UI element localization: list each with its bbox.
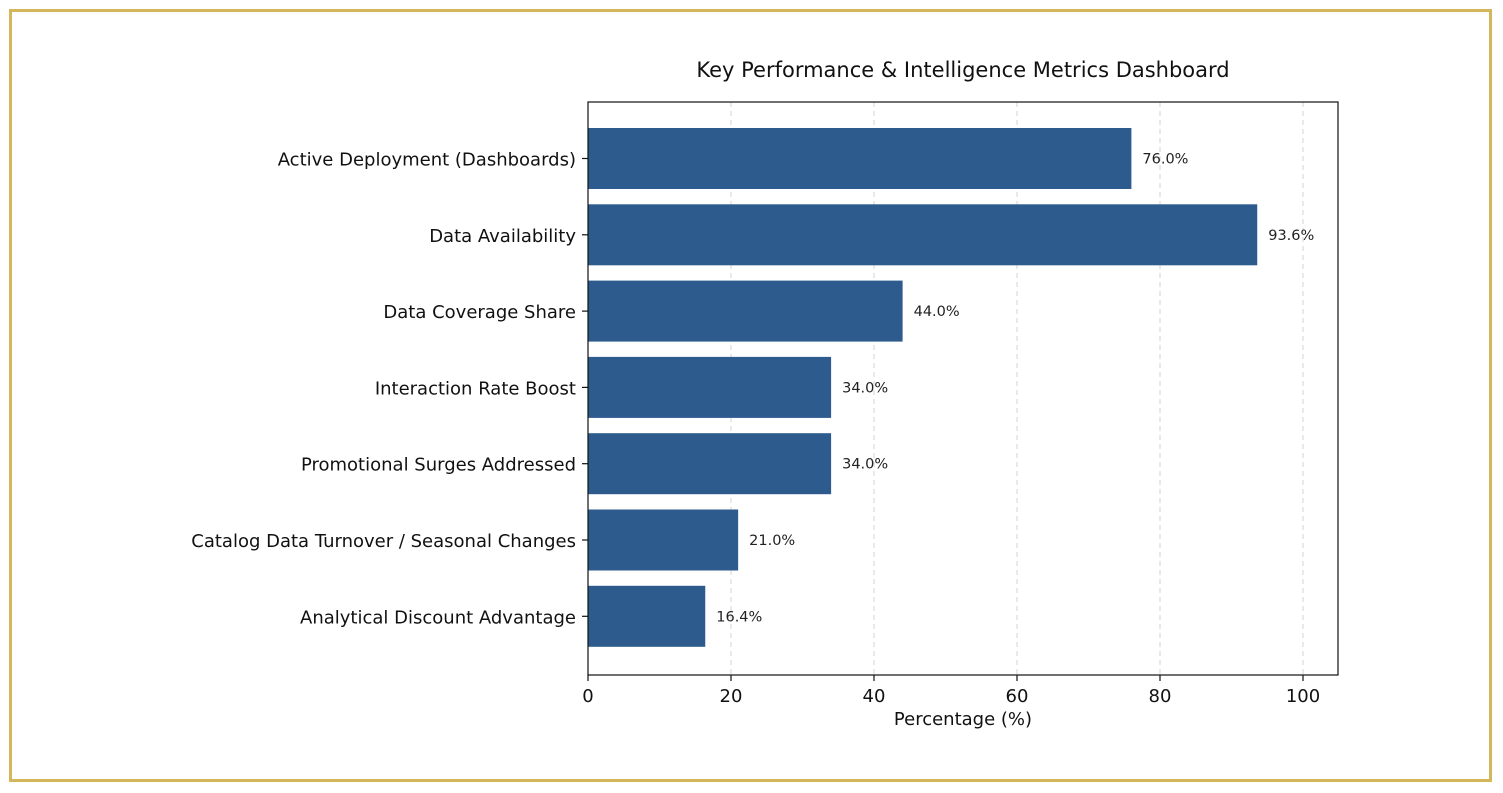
bar [588,356,832,418]
bar [588,585,706,647]
category-label: Data Availability [429,226,576,247]
chart-title: Key Performance & Intelligence Metrics D… [696,58,1229,82]
bar [588,128,1132,189]
x-tick-label: 80 [1149,686,1172,707]
category-label: Active Deployment (Dashboards) [278,150,576,171]
category-labels: Active Deployment (Dashboards) Data Avail… [191,150,588,628]
category-label: Interaction Rate Boost [375,378,576,399]
value-label: 34.0% [842,380,888,396]
x-tick-label: 0 [582,686,593,707]
x-axis-label: Percentage (%) [894,709,1032,730]
bar [588,204,1258,266]
bar [588,433,832,495]
x-tick-label: 100 [1286,686,1320,707]
x-tick-label: 40 [863,686,886,707]
category-label: Data Coverage Share [383,302,576,323]
bars [588,128,1258,647]
value-label: 16.4% [716,609,762,625]
category-label: Promotional Surges Addressed [301,455,576,476]
value-label: 44.0% [914,304,960,320]
grid-lines [730,102,1304,675]
bar [588,509,739,571]
plot-area-border [587,101,1339,676]
data-labels: 76.0% 93.6% 44.0% 34.0% 34.0% 21.0% 16.4% [716,152,1314,626]
category-label: Analytical Discount Advantage [300,607,576,628]
value-label: 93.6% [1268,228,1314,244]
category-label: Catalog Data Turnover / Seasonal Changes [191,531,576,552]
value-label: 21.0% [749,533,795,549]
x-ticks: 0 20 40 60 80 100 [582,675,1320,707]
x-tick-label: 20 [720,686,743,707]
value-label: 34.0% [842,457,888,473]
bar [588,280,903,342]
value-label: 76.0% [1142,152,1188,168]
x-tick-label: 60 [1006,686,1029,707]
